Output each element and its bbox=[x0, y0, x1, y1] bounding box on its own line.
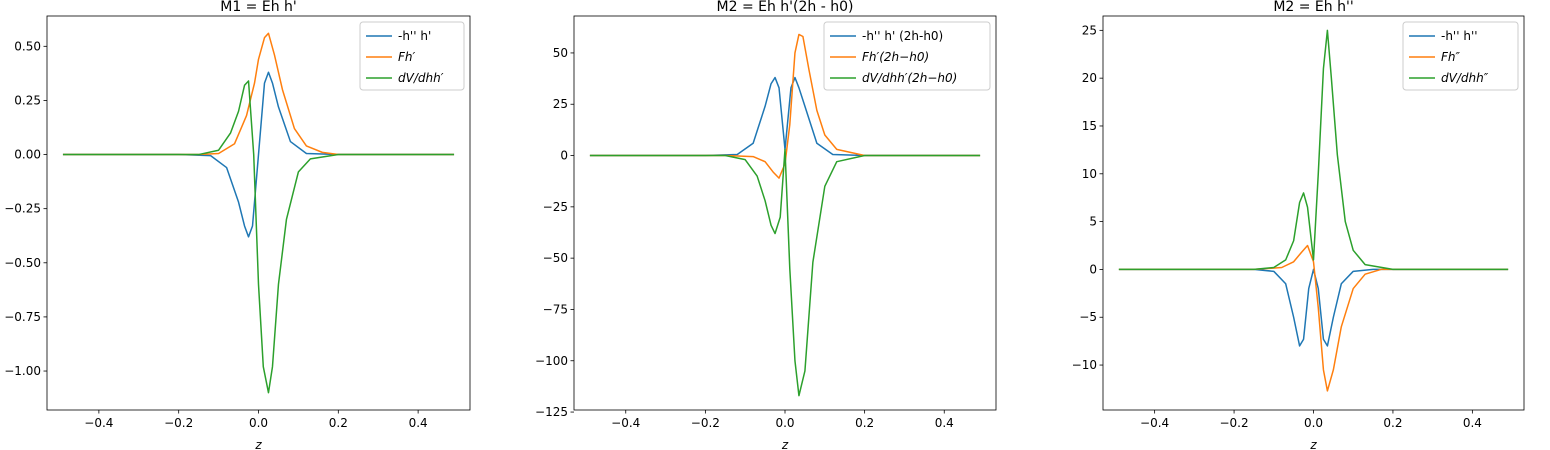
legend: -h'' h' (2h-h0) Fh′(2h−h0) dV/dhh′(2h−h0) bbox=[823, 21, 991, 91]
x-tick-label: −0.2 bbox=[1219, 416, 1248, 430]
x-axis-label: z bbox=[781, 438, 789, 450]
legend: -h'' h' Fh′ dV/dhh′ bbox=[359, 21, 465, 91]
y-tick-label: −25 bbox=[543, 200, 568, 214]
legend-label: -h'' h' bbox=[398, 29, 431, 43]
x-axis-label: z bbox=[254, 438, 262, 450]
x-tick-label: 0.4 bbox=[1463, 416, 1482, 430]
legend-label: -h'' h'' bbox=[1441, 29, 1478, 43]
series-line-2 bbox=[62, 32, 455, 156]
chart-title: M2 = Eh h'(2h - h0) bbox=[717, 0, 854, 15]
series-line-3 bbox=[1118, 29, 1509, 271]
y-tick-label: 5 bbox=[1089, 215, 1097, 229]
series-line-3 bbox=[62, 80, 455, 394]
y-tick-label: 0.25 bbox=[14, 93, 41, 107]
y-tick-label: 10 bbox=[1082, 167, 1097, 181]
y-tick-label: −125 bbox=[535, 405, 568, 419]
y-tick-label: −1.00 bbox=[4, 364, 41, 378]
x-tick-label: −0.4 bbox=[84, 416, 113, 430]
x-tick-label: 0.0 bbox=[775, 416, 794, 430]
y-tick-label: 25 bbox=[553, 97, 568, 111]
legend-label: Fh′ bbox=[398, 50, 416, 64]
y-tick-label: 50 bbox=[553, 46, 568, 60]
series-line-3 bbox=[589, 148, 981, 397]
legend-box bbox=[823, 21, 991, 91]
chart-title: M1 = Eh h' bbox=[220, 0, 297, 15]
x-tick-label: 0.2 bbox=[1383, 416, 1402, 430]
y-tick-label: 0 bbox=[560, 149, 568, 163]
y-tick-label: 25 bbox=[1082, 23, 1097, 37]
y-tick-label: −0.25 bbox=[4, 202, 41, 216]
x-tick-label: 0.0 bbox=[249, 416, 268, 430]
legend-box bbox=[1402, 21, 1519, 91]
x-axis-label: z bbox=[1309, 438, 1317, 450]
x-tick-label: −0.4 bbox=[1140, 416, 1169, 430]
series-line-1 bbox=[1118, 268, 1509, 347]
y-tick-label: 0.50 bbox=[14, 39, 41, 53]
chart-panel-3: M2 = Eh h'' −0.4 −0.2 0.0 0.2 0.4 25 20 15 10 5 0 −5… bbox=[1072, 0, 1525, 450]
legend-label: dV/dhh′(2h−h0) bbox=[862, 71, 957, 85]
series-line-2 bbox=[1118, 244, 1509, 392]
x-tick-label: 0.0 bbox=[1304, 416, 1323, 430]
x-tick-label: −0.2 bbox=[691, 416, 720, 430]
legend-label: Fh′(2h−h0) bbox=[862, 50, 929, 64]
y-tick-label: 0 bbox=[1089, 262, 1097, 276]
y-tick-label: −5 bbox=[1079, 310, 1097, 324]
x-tick-label: 0.2 bbox=[855, 416, 874, 430]
legend-label: -h'' h' (2h-h0) bbox=[862, 29, 943, 43]
x-tick-label: −0.4 bbox=[611, 416, 640, 430]
legend-box bbox=[359, 21, 465, 91]
y-tick-label: −75 bbox=[543, 302, 568, 316]
legend: -h'' h'' Fh″ dV/dhh″ bbox=[1402, 21, 1519, 91]
legend-label: Fh″ bbox=[1441, 50, 1461, 64]
y-tick-label: 15 bbox=[1082, 119, 1097, 133]
x-tick-label: 0.2 bbox=[329, 416, 348, 430]
chart-title: M2 = Eh h'' bbox=[1273, 0, 1353, 15]
x-tick-label: 0.4 bbox=[935, 416, 954, 430]
y-tick-label: −0.50 bbox=[4, 256, 41, 270]
y-tick-label: −0.75 bbox=[4, 310, 41, 324]
legend-label: dV/dhh′ bbox=[398, 71, 444, 85]
y-tick-label: −10 bbox=[1072, 358, 1097, 372]
y-tick-label: −50 bbox=[543, 251, 568, 265]
x-tick-label: 0.4 bbox=[409, 416, 428, 430]
series-line-1 bbox=[62, 71, 455, 238]
y-tick-label: 0.00 bbox=[14, 148, 41, 162]
chart-panel-2: M2 = Eh h'(2h - h0) −0.4 −0.2 0.0 0.2 0.4 50 25… bbox=[535, 0, 997, 450]
legend-label: dV/dhh″ bbox=[1441, 71, 1489, 85]
series-line-2 bbox=[589, 33, 981, 179]
y-tick-label: −100 bbox=[535, 354, 568, 368]
chart-panel-1: M1 = Eh h' −0.4 −0.2 0.0 0.2 0.4 0.50 0.25 0.00 −… bbox=[4, 0, 471, 450]
x-tick-label: −0.2 bbox=[164, 416, 193, 430]
y-tick-label: 20 bbox=[1082, 71, 1097, 85]
